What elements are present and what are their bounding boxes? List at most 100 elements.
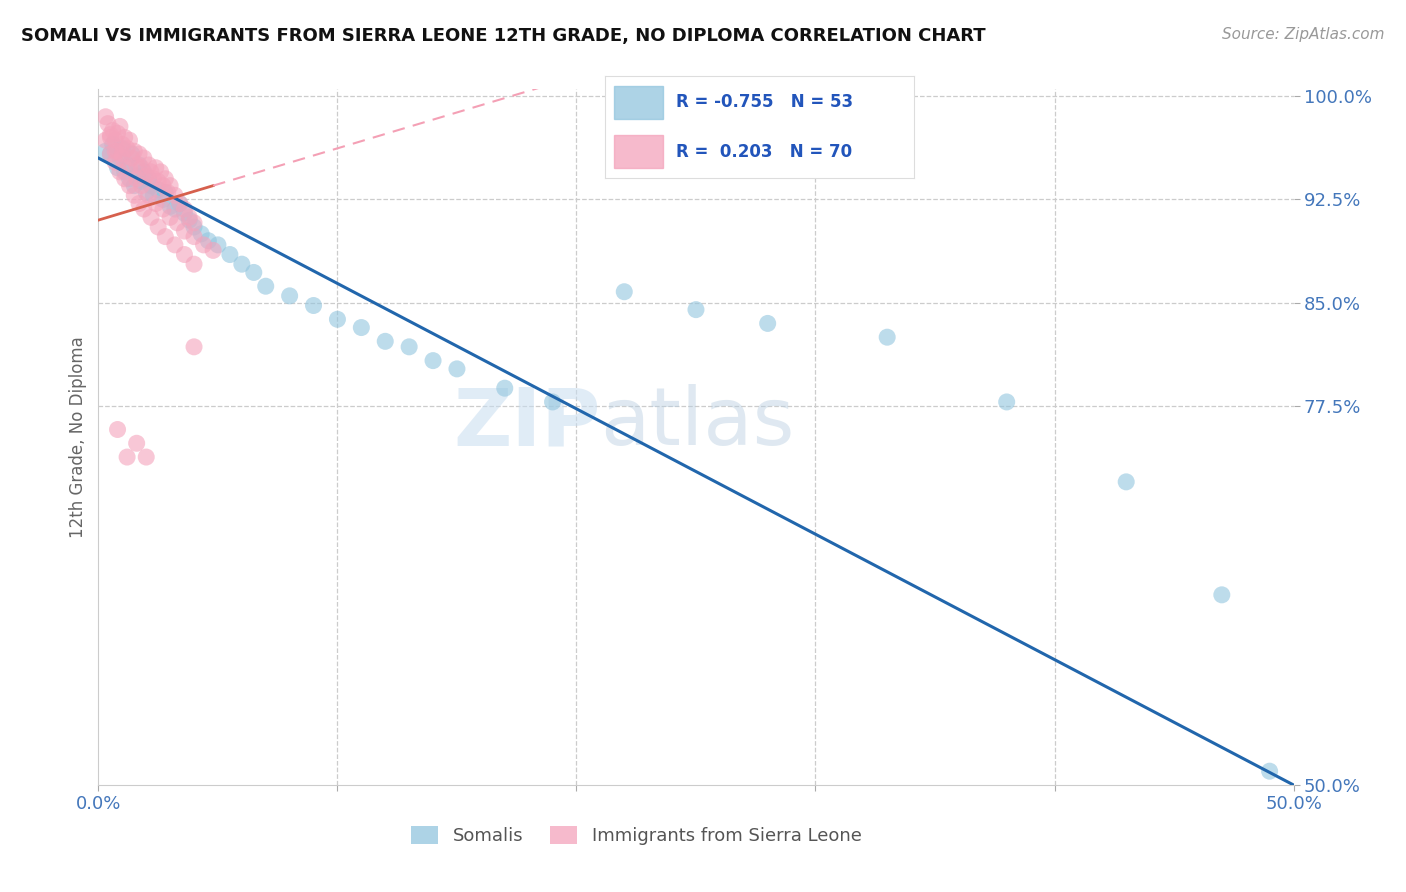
Point (98, 130, 122, 145)
Point (166, 216, 188, 230)
Point (115, 450, 138, 464)
Point (278, 289, 301, 303)
Point (94, 110, 117, 124)
Point (159, 178, 181, 193)
Y-axis label: 12th Grade, No Diploma: 12th Grade, No Diploma (69, 336, 87, 538)
Point (159, 199, 181, 213)
Point (138, 171, 160, 186)
Point (131, 174, 153, 188)
Point (107, 423, 129, 437)
Point (155, 171, 177, 186)
Point (179, 211, 201, 225)
Point (139, 211, 162, 225)
Point (128, 196, 150, 211)
Text: SOMALI VS IMMIGRANTS FROM SIERRA LEONE 12TH GRADE, NO DIPLOMA CORRELATION CHART: SOMALI VS IMMIGRANTS FROM SIERRA LEONE 1… (21, 27, 986, 45)
Point (121, 151, 143, 165)
Point (163, 188, 186, 202)
Point (494, 381, 516, 395)
Bar (614, 136, 664, 168)
Point (107, 161, 129, 175)
Point (118, 171, 141, 186)
Point (163, 202, 186, 216)
Point (207, 238, 229, 252)
Point (148, 219, 170, 234)
Point (121, 147, 143, 161)
Point (135, 169, 157, 183)
Point (149, 165, 172, 179)
Point (115, 158, 138, 172)
Point (142, 188, 165, 202)
Point (98, 147, 122, 161)
Point (104, 145, 127, 159)
Point (111, 137, 134, 152)
Point (541, 395, 564, 409)
Point (125, 169, 148, 183)
Point (111, 151, 134, 165)
Point (132, 165, 155, 179)
Point (98, 147, 122, 161)
Point (163, 238, 186, 252)
Point (139, 178, 162, 193)
Point (193, 238, 215, 252)
Point (114, 171, 136, 186)
Point (118, 133, 141, 147)
Point (995, 395, 1018, 409)
Point (302, 298, 325, 312)
Text: R = -0.755   N = 53: R = -0.755 N = 53 (676, 94, 853, 112)
Point (219, 247, 242, 261)
Point (243, 265, 266, 279)
Point (422, 353, 444, 368)
Point (173, 224, 195, 238)
Point (446, 362, 468, 376)
Point (398, 340, 420, 354)
Point (94, 133, 117, 147)
Point (128, 147, 150, 161)
Point (135, 450, 157, 464)
Point (173, 202, 195, 216)
Point (202, 244, 225, 258)
Point (173, 247, 195, 261)
Text: R =  0.203   N = 70: R = 0.203 N = 70 (676, 143, 852, 161)
Point (350, 320, 373, 334)
Point (107, 126, 129, 140)
Point (145, 196, 167, 211)
Point (125, 171, 148, 186)
Point (115, 141, 138, 155)
Point (128, 158, 150, 172)
Point (98, 128, 122, 142)
Legend: Somalis, Immigrants from Sierra Leone: Somalis, Immigrants from Sierra Leone (404, 819, 869, 853)
Point (107, 145, 129, 159)
Point (169, 196, 191, 211)
Point (138, 158, 160, 172)
Point (125, 436, 148, 450)
Point (124, 178, 146, 193)
Point (97, 117, 120, 131)
Point (148, 174, 170, 188)
Point (1211, 588, 1233, 602)
Point (132, 202, 155, 216)
Point (152, 178, 174, 193)
Point (159, 211, 181, 225)
Point (131, 161, 153, 175)
Point (685, 302, 707, 317)
Point (135, 186, 157, 200)
Point (183, 340, 205, 354)
Point (104, 133, 127, 147)
Point (118, 161, 141, 175)
Point (124, 188, 146, 202)
Point (142, 171, 165, 186)
Point (152, 193, 174, 207)
Point (104, 155, 127, 169)
Point (155, 186, 177, 200)
Point (114, 165, 136, 179)
Point (197, 234, 219, 248)
Point (152, 202, 174, 216)
Point (183, 219, 205, 234)
Point (156, 186, 179, 200)
Point (124, 145, 146, 159)
Point (108, 151, 131, 165)
Point (1258, 764, 1281, 779)
Point (131, 178, 153, 193)
Point (101, 137, 124, 152)
Point (169, 196, 191, 211)
